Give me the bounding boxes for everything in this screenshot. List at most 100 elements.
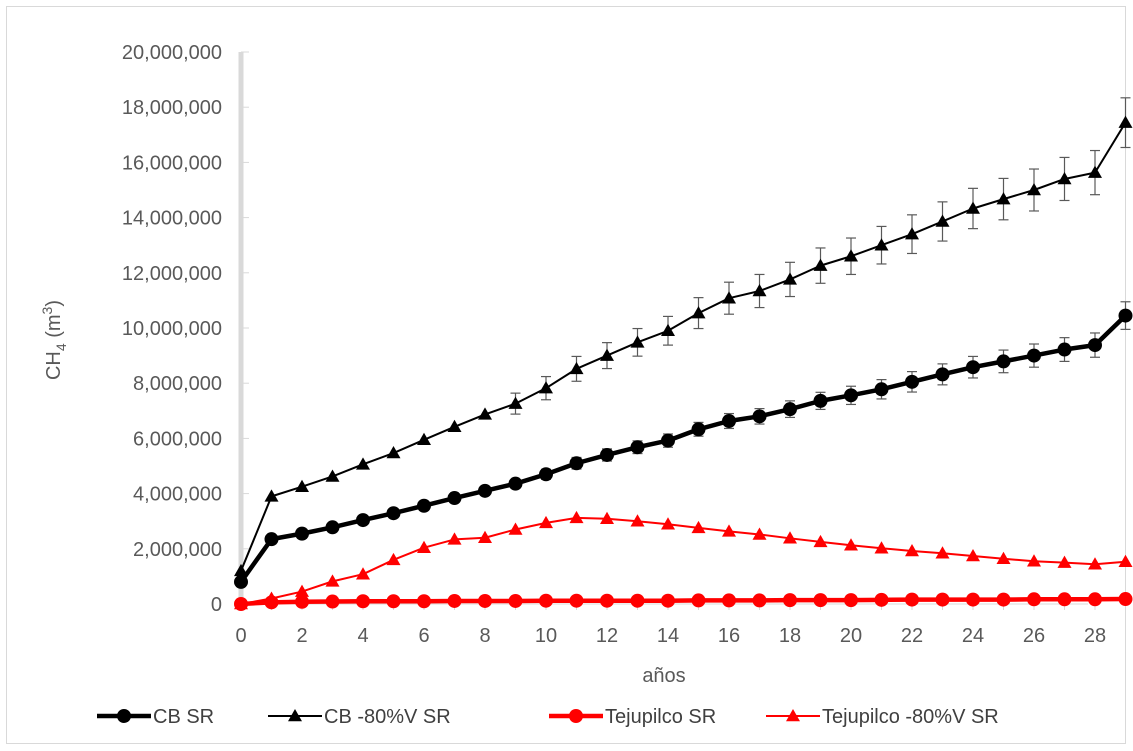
y-axis-title: CH4 (m3) (39, 300, 69, 380)
legend-item-2: Tejupilco SR (549, 706, 716, 728)
data-point (661, 517, 675, 530)
data-point (905, 544, 919, 557)
x-tick-label: 2 (296, 625, 307, 647)
x-tick-label: 24 (962, 625, 984, 647)
data-point (356, 594, 370, 609)
y-axis: 0 2,000,000 4,000,000 6,000,000 8,000,000 10,… (122, 42, 249, 616)
data-point (417, 594, 431, 609)
data-point (417, 498, 431, 513)
data-point (1057, 171, 1072, 185)
data-point (325, 594, 340, 609)
data-point (661, 433, 675, 448)
data-point (813, 393, 828, 408)
data-point (234, 574, 248, 589)
data-point (722, 524, 736, 537)
data-point (356, 513, 370, 528)
data-point (722, 414, 736, 429)
data-point (447, 419, 462, 433)
x-tick-label: 26 (1023, 625, 1045, 647)
data-point (630, 440, 645, 455)
y-tick-label: 4,000,000 (133, 484, 222, 506)
data-point (752, 527, 767, 540)
data-point (325, 469, 340, 482)
x-tick-label: 20 (840, 625, 862, 647)
y-tick-label: 12,000,000 (122, 263, 222, 285)
legend-label: CB SR (153, 706, 214, 728)
data-point (508, 476, 523, 491)
legend-swatch-marker (569, 709, 583, 723)
data-point (600, 447, 614, 462)
x-tick-label: 16 (718, 625, 740, 647)
data-point (234, 597, 248, 610)
data-point (661, 593, 675, 608)
data-point (478, 593, 492, 608)
data-point (1057, 592, 1072, 607)
data-point (905, 227, 919, 240)
data-point (996, 592, 1011, 607)
data-point (264, 489, 279, 502)
x-tick-label: 14 (657, 625, 679, 647)
data-point (874, 592, 889, 607)
y-tick-label: 18,000,000 (122, 97, 222, 119)
data-point (722, 593, 736, 608)
series-line (240, 122, 1127, 572)
x-tick-label: 28 (1084, 625, 1106, 647)
data-point (539, 381, 553, 394)
legend-swatch-marker (117, 709, 131, 723)
data-point (935, 214, 950, 227)
data-point (752, 593, 767, 608)
data-point (1088, 165, 1102, 178)
data-point (356, 457, 370, 470)
data-point (569, 593, 584, 608)
x-tick-label: 18 (779, 625, 801, 647)
data-point (661, 323, 675, 337)
y-tick-label: 10,000,000 (122, 318, 222, 340)
data-point (844, 249, 858, 262)
data-point (1027, 348, 1041, 363)
data-point (813, 534, 828, 548)
data-point (295, 594, 309, 609)
legend: CB SR CB -80%V SR Tejupilco SR Tejupilco -8… (97, 706, 999, 728)
data-point (264, 591, 279, 604)
data-point (1027, 183, 1041, 196)
data-point (478, 530, 492, 544)
legend-label: Tejupilco -80%V SR (822, 706, 999, 728)
legend-swatch-marker (786, 709, 800, 722)
legend-label: CB -80%V SR (324, 706, 451, 728)
data-point (508, 396, 523, 409)
data-point (539, 593, 553, 608)
x-tick-label: 12 (596, 625, 618, 647)
data-point (447, 593, 462, 608)
data-point (569, 456, 584, 471)
data-point (447, 532, 462, 545)
data-point (1057, 555, 1072, 568)
data-point (569, 361, 584, 375)
data-point (691, 520, 706, 534)
data-point (1027, 554, 1041, 567)
data-point (966, 548, 980, 562)
data-point (752, 284, 767, 297)
data-point (905, 592, 919, 607)
data-point (295, 479, 309, 492)
y-tick-label: 16,000,000 (122, 152, 222, 174)
data-point (783, 272, 797, 285)
data-point (508, 593, 523, 608)
data-point (935, 367, 950, 382)
data-point (783, 531, 797, 544)
data-point (600, 593, 614, 608)
data-point (539, 467, 553, 482)
data-point (630, 335, 645, 348)
data-point (844, 593, 858, 608)
y-axis-title-unit-open: (m (43, 314, 65, 343)
data-point (386, 446, 401, 459)
y-axis-title-sup: 3 (39, 306, 55, 314)
data-point (325, 574, 340, 587)
y-tick-label: 8,000,000 (133, 373, 222, 395)
data-point (691, 306, 706, 319)
data-point (966, 360, 980, 375)
data-point (905, 374, 919, 389)
data-point (356, 567, 370, 580)
data-point (539, 515, 553, 529)
data-point (996, 192, 1011, 205)
